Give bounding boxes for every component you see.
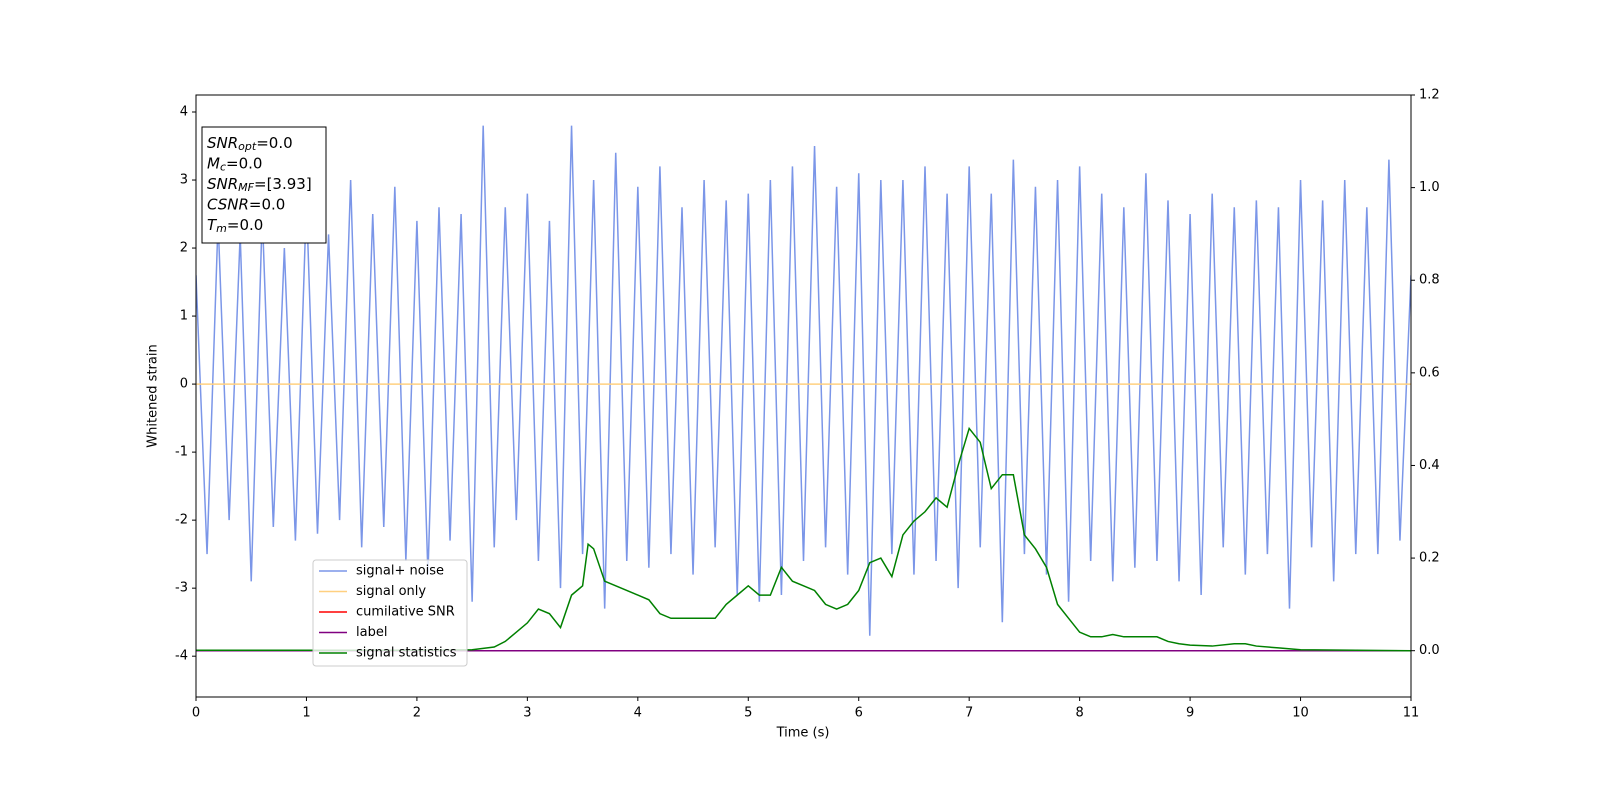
y-tick-label: -4 (175, 649, 188, 664)
y2-tick-label: 0.2 (1419, 551, 1440, 566)
x-tick-label: 4 (634, 706, 642, 721)
y-tick-label: -3 (175, 581, 188, 596)
x-tick-label: 1 (302, 706, 310, 721)
y-tick-label: 4 (180, 105, 188, 120)
y2-tick-label: 0.4 (1419, 458, 1440, 473)
y-tick-label: 2 (180, 241, 188, 256)
annotation-symbol: CSNR (207, 195, 249, 213)
y2-tick-label: 1.2 (1419, 88, 1440, 103)
annotation-text: =0.0 (226, 154, 262, 172)
y-axis-label: Whitened strain (146, 344, 161, 447)
y-tick-label: 3 (180, 173, 188, 188)
x-tick-label: 11 (1403, 706, 1420, 721)
legend-label: signal only (356, 584, 426, 599)
legend-label: signal statistics (356, 646, 457, 661)
annotation-line: SNRopt=0.0 (207, 134, 293, 154)
annotation-sub: m (216, 222, 227, 235)
annotation-text: =0.0 (256, 134, 292, 152)
annotation-box (201, 126, 327, 244)
y-tick-label: 1 (180, 309, 188, 324)
legend-label: cumilative SNR (356, 605, 455, 620)
annotation-sub: c (220, 161, 226, 174)
x-tick-label: 7 (965, 706, 973, 721)
annotation-text: =0.0 (227, 216, 263, 234)
annotation-symbol: T (207, 216, 218, 234)
annotation-line: SNRMF=[3.93] (207, 175, 312, 195)
x-tick-label: 0 (192, 706, 200, 721)
legend-label: label (356, 625, 387, 640)
annotation-line: CSNR=0.0 (207, 195, 285, 213)
series-line (196, 125, 1411, 636)
x-tick-label: 9 (1186, 706, 1194, 721)
x-tick-label: 8 (1075, 706, 1083, 721)
x-tick-label: 2 (413, 706, 421, 721)
x-tick-label: 6 (855, 706, 863, 721)
annotation-symbol: SNR (207, 175, 238, 193)
annotation-line: Mc=0.0 (207, 154, 262, 174)
y2-tick-label: 0.0 (1419, 643, 1440, 658)
x-tick-label: 5 (744, 706, 752, 721)
plot-frame (195, 94, 1412, 698)
y-tick-label: -2 (175, 513, 188, 528)
x-axis-label: Time (s) (776, 726, 830, 741)
annotation-text: =[3.93] (254, 175, 312, 193)
annotation-symbol: SNR (207, 134, 238, 152)
x-tick-label: 10 (1292, 706, 1309, 721)
series-line (196, 426, 1411, 652)
legend-label: signal+ noise (356, 564, 444, 579)
y-tick-label: -1 (175, 445, 188, 460)
x-tick-label: 3 (523, 706, 531, 721)
annotation-line: Tm=0.0 (207, 216, 263, 236)
annotation-sub: MF (238, 181, 254, 194)
y2-tick-label: 1.0 (1419, 180, 1440, 195)
y-tick-label: 0 (180, 377, 188, 392)
annotation-text: =0.0 (249, 195, 285, 213)
y2-tick-label: 0.6 (1419, 365, 1440, 380)
y2-tick-label: 0.8 (1419, 273, 1440, 288)
annotation-sub: opt (238, 140, 257, 153)
annotation-symbol: M (207, 154, 220, 172)
legend-box (312, 559, 468, 667)
